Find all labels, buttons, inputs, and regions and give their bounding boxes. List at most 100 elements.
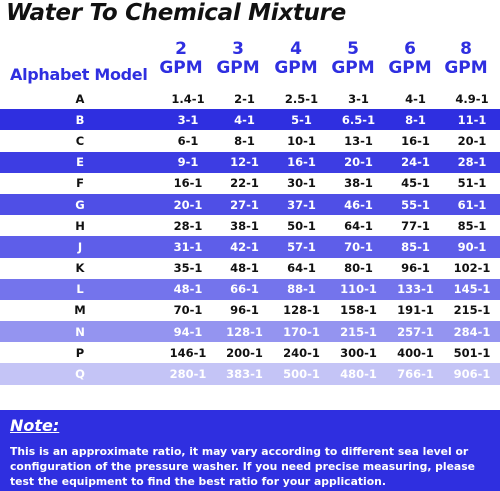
gpm-number: 6: [404, 39, 416, 59]
ratio-cell: 3-1: [160, 109, 216, 131]
model-cell: P: [0, 342, 160, 364]
ratio-cell: 383-1: [216, 363, 273, 385]
ratio-cell: 37-1: [273, 193, 330, 216]
model-cell: F: [0, 172, 160, 194]
gpm-column-header: 6 GPM: [382, 40, 438, 78]
ratio-cell: 906-1: [444, 363, 500, 385]
ratio-cell: 215-1: [330, 321, 387, 343]
ratio-cell: 45-1: [387, 172, 444, 194]
ratio-cell: 128-1: [273, 299, 330, 322]
ratio-cell: 133-1: [387, 278, 444, 300]
ratio-cell: 57-1: [273, 236, 330, 258]
ratio-cell: 55-1: [387, 193, 444, 216]
ratio-cell: 38-1: [330, 172, 387, 194]
ratio-cell: 110-1: [330, 278, 387, 300]
ratio-cell: 20-1: [330, 151, 387, 173]
gpm-unit: GPM: [444, 58, 488, 78]
ratio-cell: 158-1: [330, 299, 387, 322]
model-cell: Q: [0, 363, 160, 385]
ratio-cell: 85-1: [444, 215, 500, 237]
ratio-cell: 128-1: [216, 321, 273, 343]
ratio-cell: 4.9-1: [444, 88, 500, 110]
ratio-cell: 64-1: [273, 257, 330, 279]
ratio-cell: 64-1: [330, 215, 387, 237]
table-row: J 31-1 42-1 57-1 70-1 85-1 90-1: [0, 236, 500, 258]
ratio-cell: 12-1: [216, 151, 273, 173]
ratio-cell: 30-1: [273, 172, 330, 194]
note-title: Note:: [10, 416, 60, 435]
ratio-cell: 46-1: [330, 193, 387, 216]
table-row: E 9-1 12-1 16-1 20-1 24-1 28-1: [0, 151, 500, 173]
model-cell: J: [0, 236, 160, 258]
gpm-unit: GPM: [159, 58, 203, 78]
table-row: G 20-1 27-1 37-1 46-1 55-1 61-1: [0, 193, 500, 216]
table-row: A 1.4-1 2-1 2.5-1 3-1 4-1 4.9-1: [0, 88, 500, 110]
table-row: Q 280-1 383-1 500-1 480-1 766-1 906-1: [0, 363, 500, 385]
gpm-column-header: 8 GPM: [438, 40, 494, 78]
gpm-number: 3: [232, 39, 244, 59]
ratio-cell: 240-1: [273, 342, 330, 364]
table-row: B 3-1 4-1 5-1 6.5-1 8-1 11-1: [0, 109, 500, 131]
ratio-cell: 42-1: [216, 236, 273, 258]
ratio-cell: 61-1: [444, 193, 500, 216]
ratio-cell: 9-1: [160, 151, 216, 173]
table-row: N 94-1 128-1 170-1 215-1 257-1 284-1: [0, 321, 500, 343]
model-cell: B: [0, 109, 160, 131]
model-cell: L: [0, 278, 160, 300]
gpm-number: 5: [347, 39, 359, 59]
gpm-unit: GPM: [216, 58, 260, 78]
ratio-cell: 16-1: [160, 172, 216, 194]
gpm-number: 8: [460, 39, 472, 59]
gpm-number: 2: [175, 39, 187, 59]
ratio-cell: 35-1: [160, 257, 216, 279]
model-cell: E: [0, 151, 160, 173]
gpm-unit: GPM: [388, 58, 432, 78]
ratio-cell: 6-1: [160, 130, 216, 152]
ratio-cell: 20-1: [444, 130, 500, 152]
ratio-cell: 145-1: [444, 278, 500, 300]
ratio-cell: 215-1: [444, 299, 500, 322]
ratio-cell: 170-1: [273, 321, 330, 343]
ratio-cell: 2-1: [216, 88, 273, 110]
ratio-cell: 85-1: [387, 236, 444, 258]
gpm-column-header: 5 GPM: [325, 40, 381, 78]
model-cell: G: [0, 193, 160, 216]
table-row: P 146-1 200-1 240-1 300-1 400-1 501-1: [0, 342, 500, 364]
ratio-cell: 2.5-1: [273, 88, 330, 110]
model-cell: A: [0, 88, 160, 110]
table-row: H 28-1 38-1 50-1 64-1 77-1 85-1: [0, 215, 500, 237]
ratio-cell: 257-1: [387, 321, 444, 343]
ratio-cell: 146-1: [160, 342, 216, 364]
ratio-cell: 16-1: [273, 151, 330, 173]
table-header: Alphabet Model 2 GPM 3 GPM 4 GPM 5 GPM 6…: [0, 40, 500, 86]
ratio-cell: 191-1: [387, 299, 444, 322]
ratio-cell: 24-1: [387, 151, 444, 173]
gpm-column-header: 4 GPM: [268, 40, 324, 78]
ratio-cell: 70-1: [330, 236, 387, 258]
ratio-cell: 66-1: [216, 278, 273, 300]
ratio-cell: 88-1: [273, 278, 330, 300]
ratio-cell: 766-1: [387, 363, 444, 385]
ratio-cell: 500-1: [273, 363, 330, 385]
ratio-cell: 200-1: [216, 342, 273, 364]
gpm-number: 4: [290, 39, 302, 59]
note-box: Note: This is an approximate ratio, it m…: [0, 410, 500, 491]
ratio-cell: 4-1: [216, 109, 273, 131]
ratio-cell: 28-1: [160, 215, 216, 237]
model-cell: H: [0, 215, 160, 237]
ratio-cell: 300-1: [330, 342, 387, 364]
ratio-cell: 77-1: [387, 215, 444, 237]
ratio-cell: 1.4-1: [160, 88, 216, 110]
table-row: L 48-1 66-1 88-1 110-1 133-1 145-1: [0, 278, 500, 300]
ratio-cell: 22-1: [216, 172, 273, 194]
gpm-unit: GPM: [331, 58, 375, 78]
ratio-cell: 400-1: [387, 342, 444, 364]
gpm-column-header: 2 GPM: [153, 40, 209, 78]
ratio-cell: 90-1: [444, 236, 500, 258]
ratio-cell: 51-1: [444, 172, 500, 194]
model-cell: M: [0, 299, 160, 322]
model-cell: N: [0, 321, 160, 343]
ratio-cell: 284-1: [444, 321, 500, 343]
ratio-cell: 96-1: [216, 299, 273, 322]
gpm-column-header: 3 GPM: [210, 40, 266, 78]
